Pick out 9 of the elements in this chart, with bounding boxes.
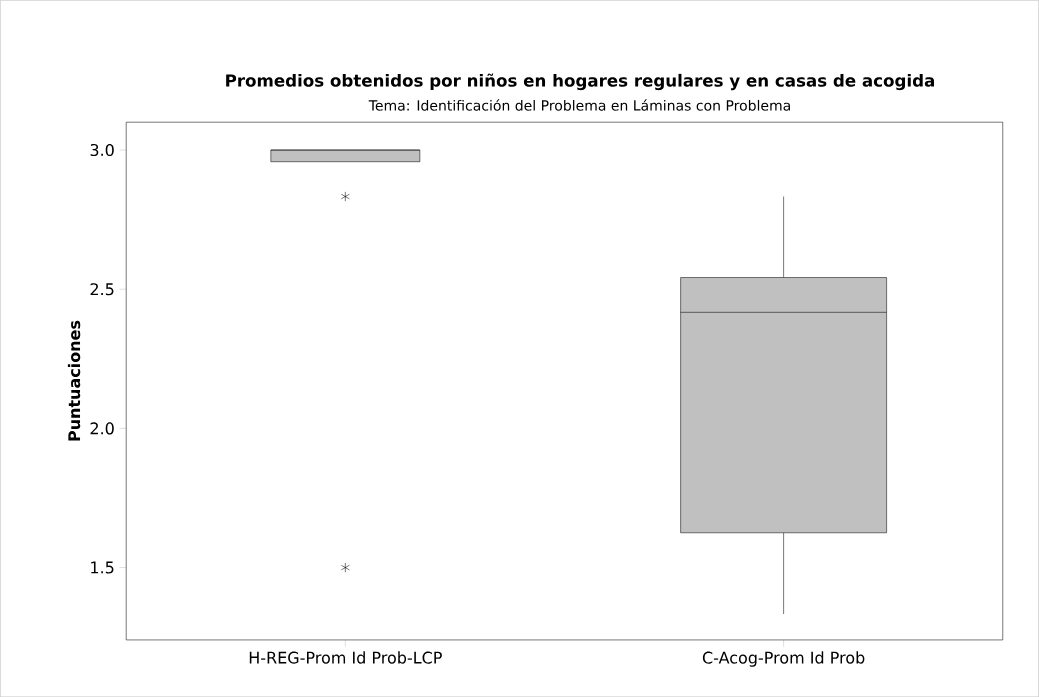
chart-subtitle: Tema: Identificación del Problema en Láminas con Problema [368, 99, 790, 111]
x-tick-label: H-REG-Prom Id Prob-LCP [249, 651, 442, 664]
y-tick-label: 2.5 [90, 283, 114, 296]
y-tick-label: 2.0 [90, 422, 114, 435]
y-tick-label: 1.5 [91, 561, 114, 574]
x-tick-label: C-Acog-Prom Id Prob [702, 651, 865, 667]
y-axis-title: Puntuaciones [67, 320, 81, 441]
chart-title: Promedios obtenidos por niños en hogares regulares y en casas de acogida [226, 73, 934, 91]
y-tick-label: 3.0 [90, 143, 114, 157]
